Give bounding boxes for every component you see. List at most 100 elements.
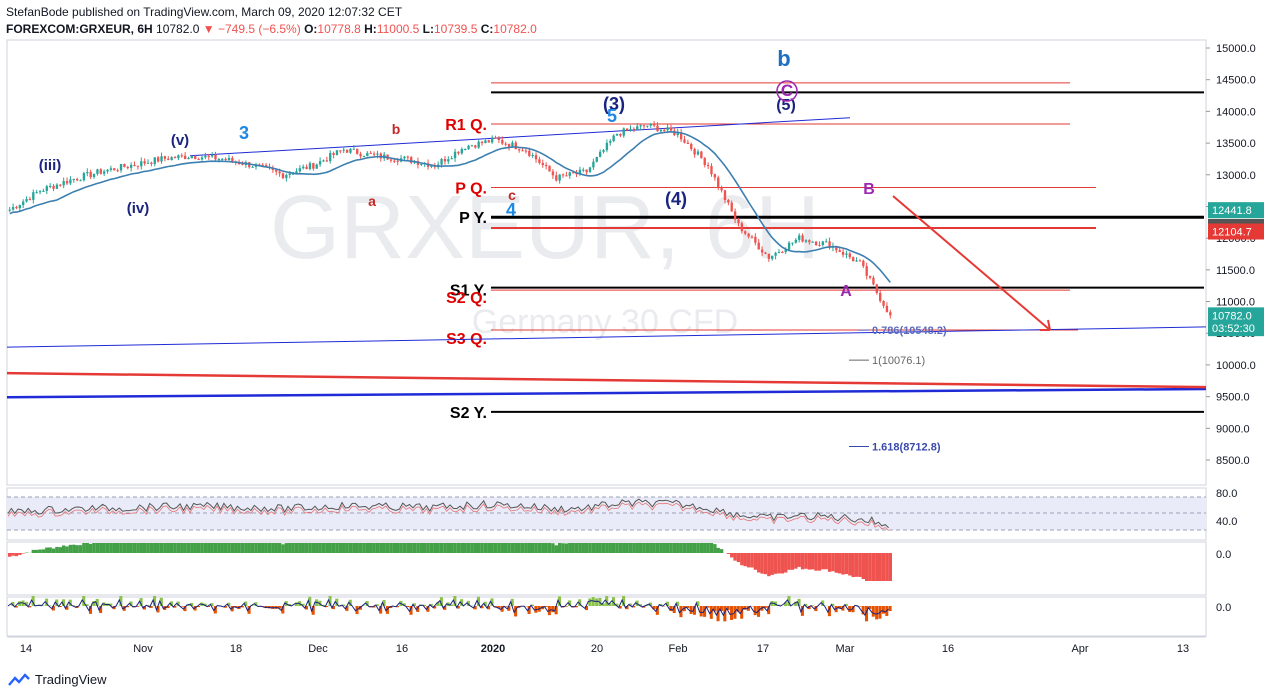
hist1-bar [817, 553, 822, 571]
hist1-bar [814, 553, 818, 571]
candle-body [524, 150, 528, 152]
tradingview-footer[interactable]: TradingView [8, 672, 107, 687]
candle-body [264, 165, 268, 167]
hist2-bar [767, 606, 771, 615]
hist1-bar [126, 543, 130, 553]
hist2-bar [11, 601, 15, 606]
hist1-bar [544, 543, 548, 553]
hist1-bar [139, 543, 143, 553]
hist1-bar [665, 543, 670, 553]
candle-body [410, 157, 413, 163]
hist1-bar [409, 543, 413, 553]
candle-body [733, 211, 737, 220]
hist1-bar [419, 543, 424, 553]
y-tick-label: 13000.0 [1216, 170, 1256, 182]
candle-body [706, 164, 710, 167]
hist1-bar [547, 543, 552, 553]
change-value: ▼ −749.5 (−6.5%) [202, 22, 301, 36]
hist1-bar [588, 543, 592, 553]
hist2-bar [396, 606, 400, 608]
hist2-bar [588, 598, 592, 606]
candle-body [882, 300, 885, 306]
candle-body [787, 242, 791, 250]
hist2-bar [18, 601, 22, 606]
hist1-bar [622, 543, 626, 553]
hist2-bar [888, 606, 892, 612]
hist1-bar [470, 543, 474, 553]
candle-body [754, 236, 757, 243]
low-value: 10739.5 [433, 22, 478, 36]
candle-body [129, 164, 133, 168]
hist1-bar [78, 545, 83, 553]
high-value: 11000.5 [376, 22, 420, 36]
candle-body [133, 164, 136, 166]
hist2-bar [615, 603, 619, 606]
hist1-bar [841, 553, 845, 575]
hist2-bar [763, 606, 767, 609]
hist1-bar [315, 543, 319, 553]
hist2-bar [331, 606, 335, 610]
hist2-bar [554, 606, 558, 615]
hist2-bar [416, 606, 420, 612]
hist2-bar [706, 606, 710, 608]
candle-body [443, 159, 447, 162]
hist1-bar [713, 544, 717, 553]
hist2-bar [473, 606, 477, 610]
projection-arrowhead [1040, 319, 1051, 331]
candle-body [622, 128, 625, 136]
candle-body [791, 242, 794, 244]
hist1-bar [331, 543, 336, 553]
hist1-bar [234, 543, 238, 553]
hist2-bar [227, 602, 231, 606]
y-tick-label: 14000.0 [1216, 106, 1256, 118]
hist2-bar [514, 606, 518, 617]
price-label-box [1208, 202, 1264, 219]
candle-body [666, 127, 669, 131]
hist1-bar [655, 543, 660, 553]
candle-body [45, 186, 48, 191]
candle-body [396, 160, 399, 162]
hist1-bar [342, 543, 346, 553]
candle-body [659, 129, 663, 132]
candle-body [200, 157, 204, 160]
hist1-bar [355, 543, 359, 553]
wave-label: 4 [506, 200, 516, 220]
hist2-bar [608, 603, 612, 606]
candle-body [801, 235, 804, 242]
hist2-bar [14, 606, 18, 608]
hist2-bar [423, 604, 427, 606]
hist1-bar [743, 553, 747, 567]
candle-body [885, 305, 889, 313]
candle-body [642, 125, 646, 127]
candle-body [180, 155, 183, 157]
hist2-bar [476, 596, 481, 606]
hist1-bar [652, 543, 656, 553]
hist1-bar [881, 553, 886, 581]
candle-body [727, 200, 730, 203]
hist2-bar [436, 601, 440, 606]
hist1-bar [142, 543, 147, 553]
symbol-ohlc-line: FOREXCOM:GRXEUR, 6H 10782.0 ▼ −749.5 (−6… [6, 22, 537, 36]
hist1-bar [203, 543, 208, 553]
candle-body [484, 140, 487, 144]
candle-body [126, 167, 129, 169]
hist2-bar [591, 597, 595, 606]
candle-body [25, 199, 28, 202]
candle-body [868, 275, 872, 278]
candle-body [406, 156, 410, 158]
candle-body [345, 149, 349, 153]
hist2-bar [841, 606, 845, 611]
hist1-bar [581, 543, 585, 553]
candle-body [295, 171, 298, 174]
hist2-bar [719, 606, 723, 611]
hist1-bar [105, 543, 110, 553]
hist2-bar [618, 606, 622, 609]
x-tick-label: 17 [757, 643, 769, 655]
candle-body [582, 169, 585, 171]
hist2-bar [72, 605, 76, 606]
hist2-bar [348, 599, 352, 606]
hist1-bar [389, 543, 393, 553]
hist2-bar [875, 606, 879, 620]
candle-body [140, 161, 143, 167]
